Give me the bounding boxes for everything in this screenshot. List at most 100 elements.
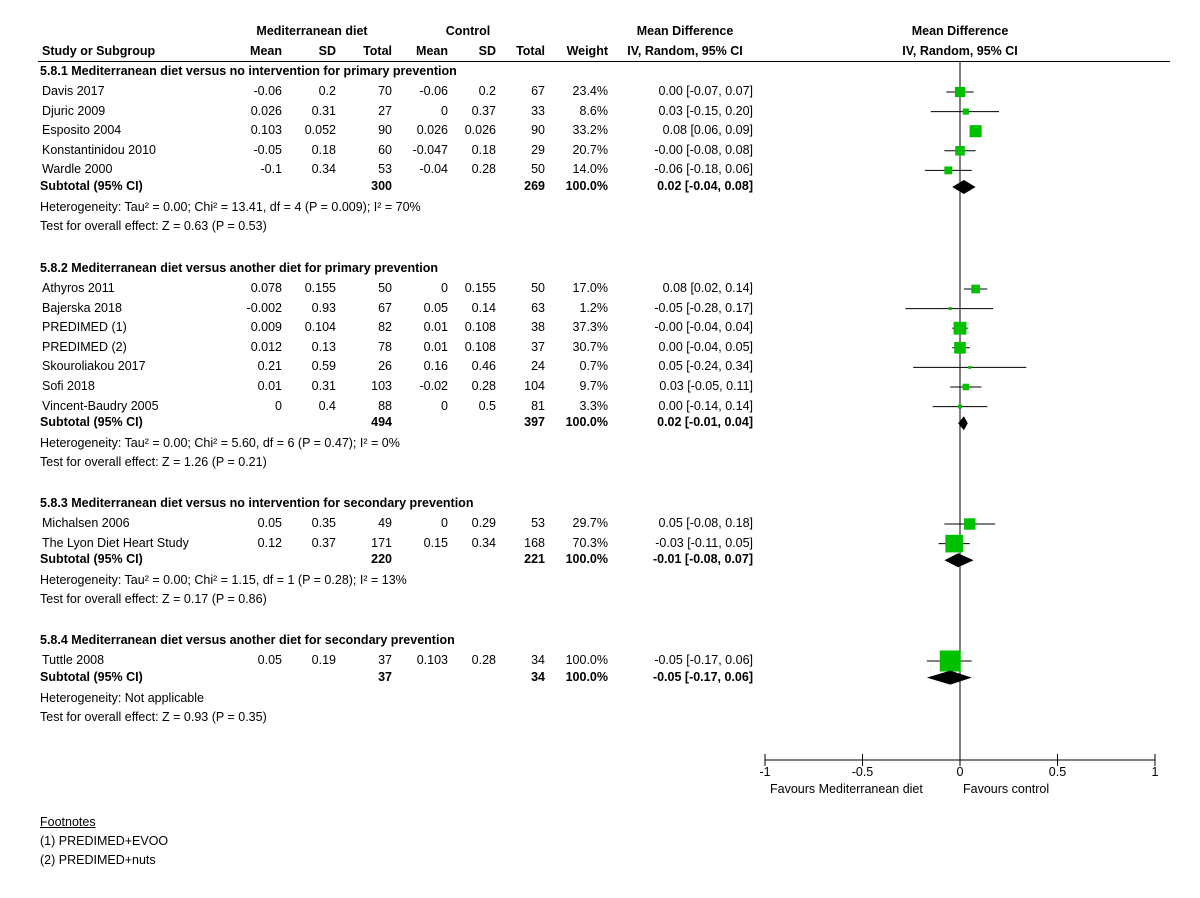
cell-m2: 0.01 bbox=[423, 339, 448, 354]
subtotal-diamond bbox=[926, 670, 972, 685]
study-marker bbox=[969, 125, 982, 138]
cell-n2: 24 bbox=[531, 359, 545, 374]
cell-sd2: 0.46 bbox=[471, 359, 496, 374]
footnotes-title: Footnotes bbox=[40, 815, 96, 829]
cell-sd2: 0.108 bbox=[464, 320, 496, 335]
subtotal-ci: 0.02 [-0.04, 0.08] bbox=[657, 179, 753, 193]
cell-n1: 90 bbox=[378, 123, 392, 138]
study-marker bbox=[962, 108, 969, 115]
overall-effect: Test for overall effect: Z = 1.26 (P = 0… bbox=[40, 455, 267, 470]
subtotal-diamond bbox=[952, 180, 976, 194]
cell-m2: -0.06 bbox=[419, 84, 449, 98]
subtotal-weight: 100.0% bbox=[565, 179, 608, 193]
cell-ci: 0.05 [-0.08, 0.18] bbox=[658, 516, 753, 530]
cell-weight: 23.4% bbox=[572, 84, 608, 98]
subtotal-diamond bbox=[958, 416, 968, 431]
cell-sd1: 0.4 bbox=[318, 398, 336, 413]
study-marker bbox=[944, 166, 953, 175]
cell-m2: 0 bbox=[441, 103, 448, 118]
cell-n1: 53 bbox=[378, 162, 392, 177]
cell-n1: 78 bbox=[378, 339, 392, 354]
col-sd2: SD bbox=[478, 44, 496, 58]
cell-sd1: 0.34 bbox=[311, 162, 336, 177]
col-total2: Total bbox=[516, 44, 545, 58]
cell-weight: 30.7% bbox=[572, 339, 608, 354]
x-tick-label: -0.5 bbox=[852, 765, 874, 779]
col-mean2: Mean bbox=[416, 44, 448, 58]
study-name: Michalsen 2006 bbox=[42, 516, 130, 530]
cell-m2: 0 bbox=[441, 398, 448, 413]
cell-n1: 26 bbox=[378, 359, 392, 374]
x-tick-label: 0.5 bbox=[1049, 765, 1066, 779]
overall-effect: Test for overall effect: Z = 0.63 (P = 0… bbox=[40, 219, 267, 233]
cell-m2: 0.103 bbox=[416, 653, 448, 667]
cell-n2: 63 bbox=[531, 300, 545, 315]
cell-sd1: 0.59 bbox=[311, 359, 336, 374]
cell-n1: 70 bbox=[378, 84, 392, 98]
group2-header: Control bbox=[445, 24, 491, 38]
subtotal-n1: 300 bbox=[371, 179, 392, 193]
x-tick-label: 1 bbox=[1152, 765, 1159, 779]
subtotal-n1: 37 bbox=[378, 669, 392, 684]
cell-weight: 8.6% bbox=[579, 103, 609, 118]
cell-ci: -0.00 [-0.04, 0.04] bbox=[654, 320, 753, 335]
favours-left-label: Favours Mediterranean diet bbox=[770, 782, 923, 796]
study-marker bbox=[948, 307, 952, 311]
cell-m1: -0.05 bbox=[253, 142, 283, 157]
footnote-1: (1) PREDIMED+EVOO bbox=[40, 834, 169, 848]
section-title: 5.8.3 Mediterranean diet versus no inter… bbox=[40, 496, 474, 510]
cell-m1: 0.05 bbox=[257, 653, 282, 667]
cell-sd2: 0.37 bbox=[471, 103, 496, 118]
col-mean1: Mean bbox=[250, 44, 282, 58]
study-marker bbox=[958, 404, 962, 409]
cell-m1: 0.05 bbox=[257, 516, 282, 530]
cell-sd1: 0.155 bbox=[304, 281, 336, 295]
study-name: PREDIMED (2) bbox=[42, 339, 127, 354]
cell-n1: 103 bbox=[371, 379, 392, 393]
cell-sd1: 0.2 bbox=[318, 84, 336, 98]
cell-n1: 50 bbox=[378, 281, 392, 295]
cell-sd2: 0.108 bbox=[464, 339, 496, 354]
cell-m2: 0.01 bbox=[423, 320, 448, 335]
cell-ci: -0.05 [-0.17, 0.06] bbox=[654, 653, 753, 667]
cell-ci: -0.00 [-0.08, 0.08] bbox=[654, 142, 753, 157]
subtotal-label: Subtotal (95% CI) bbox=[40, 415, 143, 430]
cell-m1: 0.21 bbox=[257, 359, 282, 374]
cell-n2: 104 bbox=[524, 379, 545, 393]
cell-sd2: 0.14 bbox=[471, 300, 496, 315]
cell-ci: -0.06 [-0.18, 0.06] bbox=[654, 162, 753, 177]
cell-m1: -0.06 bbox=[253, 84, 283, 98]
subtotal-n2: 221 bbox=[524, 552, 545, 567]
col-total1: Total bbox=[363, 44, 392, 58]
subtotal-diamond bbox=[944, 553, 974, 568]
cell-n2: 90 bbox=[531, 123, 545, 138]
cell-n1: 27 bbox=[378, 103, 392, 118]
cell-weight: 100.0% bbox=[565, 653, 608, 667]
study-name: Djuric 2009 bbox=[42, 103, 106, 118]
cell-weight: 9.7% bbox=[579, 379, 609, 393]
group1-header: Mediterranean diet bbox=[256, 24, 368, 38]
cell-ci: 0.00 [-0.07, 0.07] bbox=[658, 84, 753, 98]
cell-weight: 70.3% bbox=[572, 535, 608, 550]
study-marker bbox=[962, 383, 970, 391]
cell-n2: 34 bbox=[531, 653, 545, 667]
cell-weight: 17.0% bbox=[572, 281, 608, 295]
cell-n1: 60 bbox=[378, 142, 392, 157]
cell-n1: 37 bbox=[378, 653, 392, 667]
cell-sd1: 0.93 bbox=[311, 300, 336, 315]
col-md-method: IV, Random, 95% CI bbox=[627, 44, 743, 58]
cell-ci: 0.00 [-0.04, 0.05] bbox=[658, 339, 753, 354]
section-title: 5.8.2 Mediterranean diet versus another … bbox=[40, 261, 439, 275]
cell-m2: 0.05 bbox=[423, 300, 448, 315]
subtotal-n2: 397 bbox=[524, 415, 545, 430]
cell-weight: 33.2% bbox=[572, 123, 608, 138]
cell-m2: -0.04 bbox=[419, 162, 449, 177]
cell-m2: 0.15 bbox=[423, 535, 448, 550]
cell-weight: 14.0% bbox=[572, 162, 608, 177]
cell-m1: 0 bbox=[275, 398, 282, 413]
subtotal-weight: 100.0% bbox=[565, 669, 608, 684]
study-name: Sofi 2018 bbox=[42, 379, 95, 393]
plot-header-method: IV, Random, 95% CI bbox=[902, 44, 1018, 58]
cell-n2: 33 bbox=[531, 103, 545, 118]
cell-m1: -0.1 bbox=[260, 162, 282, 177]
